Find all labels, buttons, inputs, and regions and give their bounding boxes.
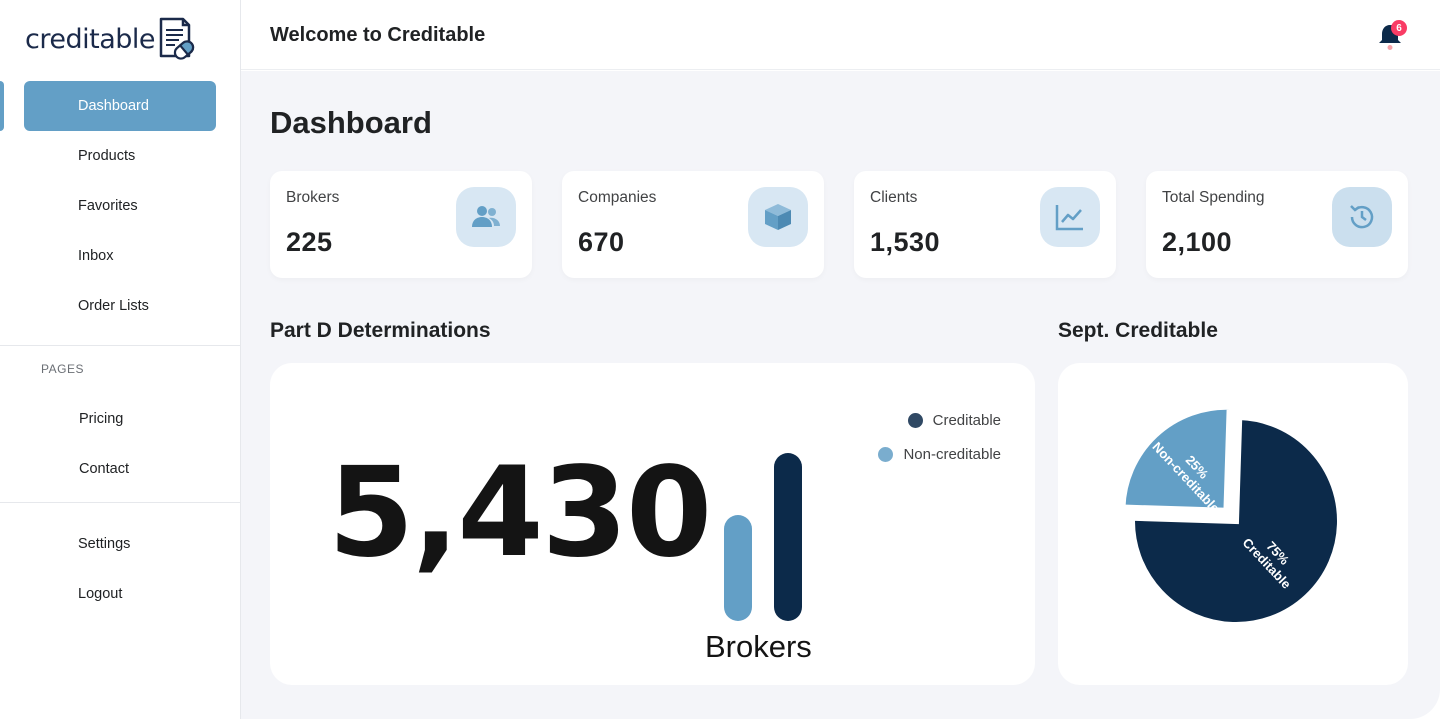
stat-label: Clients: [870, 189, 918, 206]
legend-label: Non-creditable: [903, 445, 1001, 463]
bar-non-creditable: [724, 515, 752, 621]
pages-section-label: PAGES: [41, 362, 84, 376]
sidebar-item-label: Inbox: [78, 248, 114, 264]
sidebar-item-label: Logout: [78, 586, 123, 602]
pages-nav: Pricing Contact: [0, 394, 240, 494]
stat-value: 670: [578, 227, 625, 257]
sidebar-item-dashboard[interactable]: Dashboard: [0, 81, 240, 131]
page-title: Dashboard: [270, 105, 432, 140]
sidebar-item-label: Favorites: [78, 198, 138, 214]
notification-badge: 6: [1391, 20, 1407, 36]
box-icon: [748, 187, 808, 247]
stat-card-total-spending: Total Spending 2,100: [1146, 171, 1408, 278]
document-pill-icon: [159, 17, 195, 60]
top-header: Welcome to Creditable 6: [241, 0, 1440, 70]
pie-slice-non-creditable: [1119, 403, 1233, 514]
active-marker: [0, 81, 4, 131]
legend-dot: [878, 446, 894, 462]
logo-text: creditable: [25, 23, 156, 55]
line-chart-icon: [1040, 187, 1100, 247]
legend-label: Creditable: [932, 411, 1001, 429]
stat-card-brokers: Brokers 225: [270, 171, 532, 278]
bar-creditable: [774, 453, 802, 621]
sidebar-item-inbox[interactable]: Inbox: [0, 231, 240, 281]
sidebar-item-label: Products: [78, 148, 136, 164]
stat-value: 225: [286, 227, 333, 257]
main-content: Dashboard Brokers 225 Companies 670 Clie…: [241, 71, 1440, 719]
sidebar: creditable Dashboard Products Favorites: [0, 0, 241, 719]
sidebar-item-logout[interactable]: Logout: [0, 569, 240, 619]
welcome-title: Welcome to Creditable: [270, 24, 486, 46]
stat-card-clients: Clients 1,530: [854, 171, 1116, 278]
bar-category-label: Brokers: [705, 629, 812, 664]
sidebar-divider: [0, 345, 240, 346]
sidebar-item-pricing[interactable]: Pricing: [0, 394, 240, 444]
stat-label: Brokers: [286, 189, 340, 206]
users-icon: [456, 187, 516, 247]
history-icon: [1332, 187, 1392, 247]
part-d-total: 5,430: [328, 441, 712, 585]
active-highlight: [24, 81, 216, 131]
sept-creditable-card: 75%Creditable 25%Non-creditable: [1058, 363, 1408, 685]
legend-item-non-creditable: Non-creditable: [878, 437, 1001, 471]
chart-title-sept-creditable: Sept. Creditable: [1058, 319, 1218, 342]
sidebar-item-label: Contact: [79, 461, 129, 477]
legend-dot: [907, 412, 923, 428]
stat-card-companies: Companies 670: [562, 171, 824, 278]
sidebar-item-products[interactable]: Products: [0, 131, 240, 181]
stat-value: 2,100: [1162, 227, 1233, 257]
legend-item-creditable: Creditable: [878, 403, 1001, 437]
sidebar-divider: [0, 502, 240, 503]
chart-title-part-d: Part D Determinations: [270, 319, 491, 342]
pie-slice-creditable: [1129, 413, 1343, 628]
logo[interactable]: creditable: [25, 16, 197, 62]
sidebar-item-label: Pricing: [79, 411, 124, 427]
sidebar-item-label: Order Lists: [78, 298, 149, 314]
sidebar-item-label: Settings: [78, 536, 131, 552]
stat-value: 1,530: [870, 227, 941, 257]
sidebar-item-label: Dashboard: [78, 98, 149, 114]
chart-legend: Creditable Non-creditable: [878, 403, 1001, 471]
stat-label: Companies: [578, 189, 657, 206]
sidebar-item-settings[interactable]: Settings: [0, 519, 240, 569]
sidebar-item-favorites[interactable]: Favorites: [0, 181, 240, 231]
sidebar-item-contact[interactable]: Contact: [0, 444, 240, 494]
stat-label: Total Spending: [1162, 189, 1265, 206]
sidebar-item-order-lists[interactable]: Order Lists: [0, 281, 240, 331]
bottom-nav: Settings Logout: [0, 519, 240, 619]
part-d-card: 5,430 Creditable Non-creditable Brokers: [270, 363, 1035, 685]
main-nav: Dashboard Products Favorites Inbox Order…: [0, 81, 240, 331]
